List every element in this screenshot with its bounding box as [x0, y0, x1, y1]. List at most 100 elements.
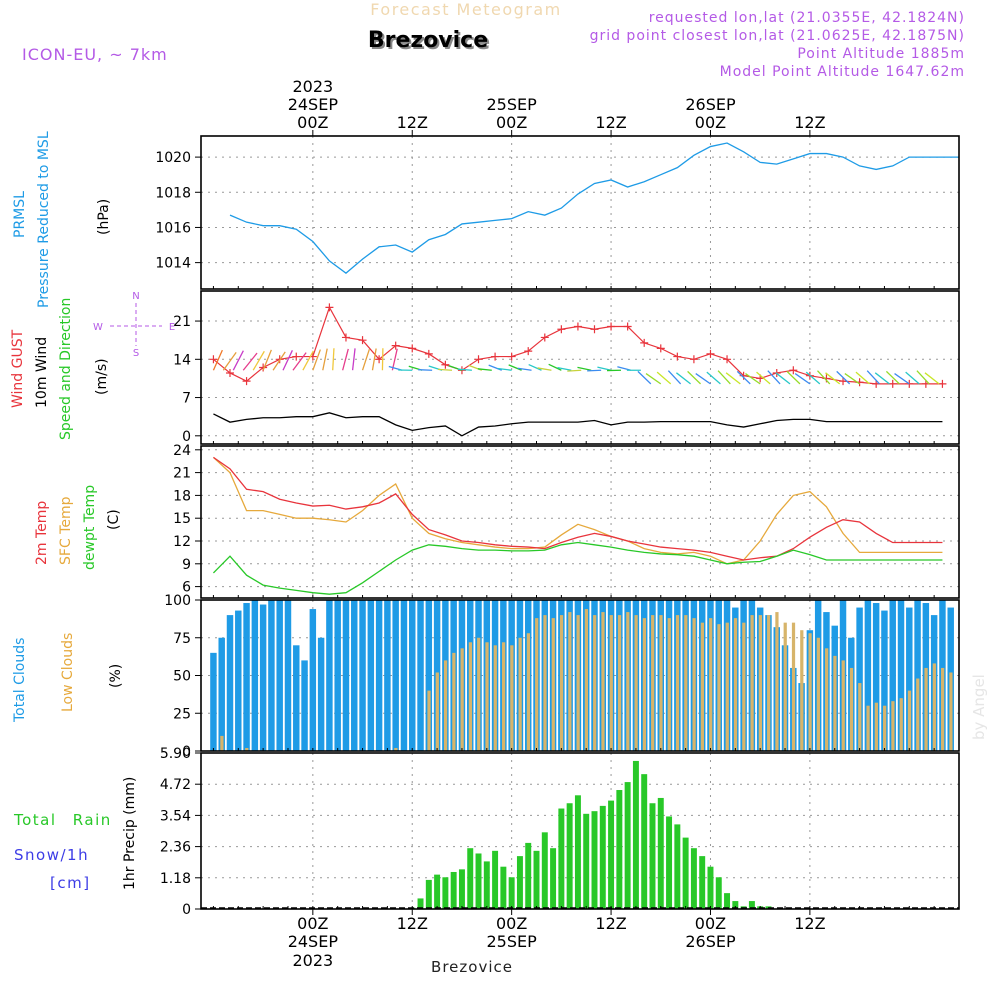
total-cloud-bar: [252, 600, 258, 751]
gust-marker: [938, 380, 946, 388]
x-label-bottom-date: 25SEP: [487, 932, 538, 951]
wind-direction-arrow: [509, 365, 522, 370]
total-cloud-bar: [276, 600, 282, 751]
x-label-bottom-hour: 00Z: [496, 914, 527, 933]
total-cloud-bar: [351, 600, 357, 751]
low-cloud-bar: [866, 706, 869, 751]
wind-direction-arrow: [333, 348, 334, 370]
cloud-label-2: Low Clouds: [60, 633, 76, 712]
low-cloud-bar: [742, 623, 745, 751]
cloud-labels: Total Clouds Low Clouds (%): [12, 633, 124, 723]
rain-bar: [459, 869, 465, 909]
total-cloud-bar: [260, 605, 266, 751]
gust-marker: [425, 350, 433, 358]
total-cloud-bar: [235, 611, 241, 751]
total-cloud-bar: [368, 600, 374, 751]
low-cloud-bar: [618, 615, 621, 751]
y-tick-label: 5.90: [160, 746, 191, 762]
rain-bar: [674, 824, 680, 909]
y-tick-label: 24: [173, 443, 191, 459]
temp-label-3: dewpt Temp: [82, 485, 98, 570]
total-cloud-bar: [376, 600, 382, 751]
low-cloud-bar: [692, 618, 695, 751]
low-cloud-bar: [726, 623, 729, 751]
wind-direction-arrow: [392, 349, 397, 370]
x-label-top-date: 26SEP: [685, 95, 736, 114]
y-tick-label: 18: [173, 488, 191, 504]
precip-label-2: Snow/1h: [14, 846, 89, 864]
panel-frame: [201, 446, 959, 598]
total-cloud-bar: [401, 600, 407, 751]
model-altitude: Model Point Altitude 1647.62m: [720, 64, 965, 80]
x-label-bottom-hour: 12Z: [397, 914, 428, 933]
y-tick-label: 25: [173, 706, 191, 722]
gust-line: [213, 307, 942, 384]
low-cloud-bar: [220, 736, 223, 751]
total-cloud-bar: [318, 638, 324, 751]
y-tick-label: 21: [173, 466, 191, 482]
low-cloud-bar: [908, 691, 911, 751]
low-cloud-bar: [643, 618, 646, 751]
precip-label-1: Total Rain: [13, 811, 112, 829]
low-cloud-bar: [436, 672, 439, 751]
low-cloud-bar: [651, 615, 654, 751]
y-tick-label: 50: [173, 669, 191, 685]
point-altitude: Point Altitude 1885m: [797, 46, 965, 62]
rain-bar: [650, 803, 656, 909]
low-cloud-bar: [634, 615, 637, 751]
wind-direction-arrow: [696, 374, 711, 384]
total-cloud-bar: [334, 600, 340, 751]
total-cloud-bar: [285, 600, 291, 751]
low-cloud-bar: [759, 615, 762, 751]
wind-direction-arrow: [718, 371, 730, 384]
low-cloud-bar: [800, 630, 803, 751]
x-label-top-hour: 12Z: [794, 113, 825, 132]
rain-bar: [666, 816, 672, 909]
precip-unit: 1hr Precip (mm): [122, 777, 138, 890]
dewpt-line: [213, 543, 942, 595]
low-cloud-bar: [717, 624, 720, 751]
low-cloud-bar: [527, 633, 530, 751]
rain-bar: [724, 893, 730, 909]
low-cloud-bar: [775, 612, 778, 751]
low-cloud-bar: [427, 691, 430, 751]
low-cloud-bar: [485, 642, 488, 751]
low-cloud-bar: [941, 668, 944, 751]
cloud-unit: (%): [108, 664, 124, 688]
low-cloud-bar: [684, 615, 687, 751]
low-cloud-bar: [469, 642, 472, 751]
rain-bar: [625, 782, 631, 909]
wind-direction-arrow: [529, 365, 542, 371]
low-cloud-bar: [883, 706, 886, 751]
gust-marker: [690, 355, 698, 363]
x-label-top-hour: 00Z: [496, 113, 527, 132]
rain-bar: [707, 867, 713, 909]
temp-labels: 2m Temp SFC Temp dewpt Temp (C): [34, 485, 122, 570]
y-tick-label: 0: [182, 902, 191, 918]
rain-bar: [451, 872, 457, 909]
wind-direction-arrow: [688, 371, 701, 384]
total-cloud-bar: [227, 615, 233, 751]
gust-marker: [706, 350, 714, 358]
rain-bar: [608, 801, 614, 909]
low-cloud-bar: [750, 615, 753, 751]
grid-coords: grid point closest lon,lat (21.0625E, 42…: [590, 28, 965, 44]
pressure-label-1: PRMSL: [12, 191, 28, 238]
requested-coords: requested lon,lat (21.0355E, 42.1824N): [649, 10, 965, 26]
low-cloud-bar: [734, 618, 737, 751]
precip-label-3: [cm]: [50, 874, 91, 892]
gust-marker: [491, 353, 499, 361]
compass-rose: N S W E: [93, 291, 175, 359]
total-cloud-bar: [384, 600, 390, 751]
low-cloud-bar: [502, 642, 505, 751]
plot-area: 1014101610181020071421691215182124025507…: [155, 77, 959, 970]
low-cloud-bar: [767, 615, 770, 751]
rain-bar: [658, 798, 664, 909]
low-cloud-bar: [585, 609, 588, 751]
total-cloud-bar: [301, 660, 307, 751]
y-tick-label: 75: [173, 631, 191, 647]
wind-direction-arrow: [418, 370, 432, 371]
precip-labels: Total Rain Snow/1h [cm] 1hr Precip (mm): [13, 777, 138, 892]
low-cloud-bar: [601, 612, 604, 751]
wind-labels: Wind GUST 10m Wind Speed and Direction (…: [10, 291, 175, 440]
